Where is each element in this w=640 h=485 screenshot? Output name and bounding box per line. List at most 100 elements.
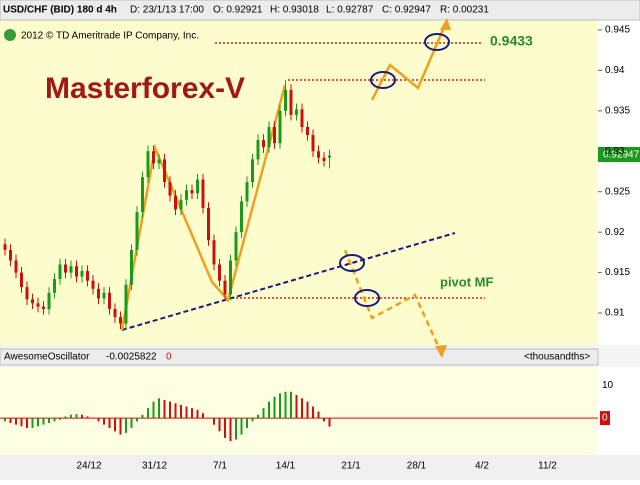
oscillator-bar [81, 414, 83, 419]
candle-body [168, 182, 172, 196]
candle-body [240, 201, 243, 233]
x-tick-label: 21/1 [341, 461, 361, 472]
oscillator-bar [284, 391, 287, 419]
oscillator-bar [174, 403, 177, 419]
x-tick-label: 24/12 [76, 461, 101, 472]
oscillator-bar [97, 418, 100, 422]
candle-body [163, 159, 166, 183]
oscillator-bar [163, 399, 166, 419]
y-tick-label: 0.91 [605, 308, 625, 319]
oscillator-bar [152, 401, 155, 419]
oscillator-bar [301, 398, 303, 419]
oscillator-bar [31, 418, 34, 428]
oscillator-bar [273, 396, 276, 419]
candle-body [86, 270, 89, 281]
candle-body [69, 266, 73, 273]
candle-body [174, 195, 177, 210]
projection-down [343, 249, 442, 351]
candle-body [256, 139, 260, 160]
oscillator-bar [185, 406, 188, 419]
y-tick-label: 0.92 [605, 227, 625, 238]
high: H: 0.93018 [270, 5, 319, 16]
low: L: 0.92787 [326, 5, 374, 16]
candle-body [284, 89, 287, 111]
candle-body [311, 135, 315, 152]
marker-ellipse [339, 254, 365, 272]
oscillator-bar [130, 418, 133, 428]
candle-body [14, 260, 18, 273]
oscillator-bar [191, 408, 193, 419]
candle-body [108, 292, 111, 310]
oscillator-bar [224, 418, 226, 438]
oscillator-bar [86, 416, 89, 419]
oscillator-bar [92, 418, 94, 419]
header-fields: USD/CHF (BID) 180 d 4h D: 23/1/13 17:00 … [3, 5, 489, 16]
candle-body [53, 279, 56, 293]
y-tick-label: 0.94 [605, 65, 625, 76]
oscillator-bar [251, 418, 254, 422]
last-price-box [598, 147, 640, 162]
oscillator-bar [279, 393, 281, 419]
candle-body [306, 127, 309, 136]
candle-body [42, 306, 45, 310]
candle-body [20, 272, 23, 288]
candle-body [80, 270, 84, 277]
candle-body [3, 244, 7, 250]
unit-label: <thousandths> [524, 352, 590, 363]
chart-title: Masterforex-V [45, 72, 245, 105]
copyright: 2012 © TD Ameritrade IP Company, Inc. [21, 31, 199, 42]
oscillator-bar [169, 401, 171, 419]
candle-body [322, 157, 326, 161]
oscillator-bar [235, 418, 237, 440]
candle-body [273, 127, 276, 144]
y-tick-label: 0.925 [605, 186, 630, 197]
candle-body [135, 211, 139, 250]
candle-body [91, 280, 95, 289]
marker-ellipse [354, 289, 380, 307]
candle-body [212, 240, 216, 265]
candle-body [102, 292, 106, 299]
symbol: USD/CHF (BID) 180 d 4h [3, 5, 117, 16]
price-axis [598, 20, 640, 345]
price-pane [0, 20, 598, 345]
date: D: 23/1/13 17:00 [130, 5, 204, 16]
oscillator-bar [108, 418, 111, 428]
x-tick-label: 7/1 [213, 461, 227, 472]
candle-body [317, 151, 320, 158]
candle-body [229, 260, 232, 295]
oscillator-bar [295, 395, 298, 419]
oscillator-bar [119, 418, 122, 435]
oscillator-bar [125, 418, 127, 433]
info-icon[interactable] [4, 29, 16, 41]
zero-box [600, 411, 610, 426]
projection-up [370, 24, 447, 101]
candle-body [201, 179, 205, 208]
oscillator-bar [213, 418, 215, 425]
candle-body [289, 89, 293, 115]
marker-ellipse [424, 33, 450, 51]
oscillator-bar [312, 406, 314, 419]
oscillator-axis [598, 367, 640, 455]
candle-body [207, 207, 210, 241]
oscillator-bar [147, 408, 149, 419]
oscillator-bar [64, 416, 67, 419]
x-tick-label: 4/2 [475, 461, 489, 472]
oscillator-bar [207, 418, 210, 419]
open: O: 0.92921 [213, 5, 263, 16]
oscillator-bar [229, 418, 232, 442]
oscillator-bar [306, 401, 309, 419]
oscillator-bar [262, 408, 265, 419]
x-tick-label: 11/2 [538, 461, 557, 472]
candle-body [113, 309, 117, 318]
oscillator-bar [9, 418, 12, 424]
oscillator-bar [53, 418, 56, 422]
candle-body [130, 249, 133, 285]
candle-body [119, 317, 122, 324]
x-tick-label: 31/12 [142, 461, 167, 472]
candle-body [328, 155, 331, 158]
candle-body [25, 287, 29, 300]
oscillator-bar [42, 418, 45, 425]
candle-body [97, 288, 100, 299]
range: R: 0.00231 [440, 5, 489, 16]
candle-body [58, 264, 62, 280]
